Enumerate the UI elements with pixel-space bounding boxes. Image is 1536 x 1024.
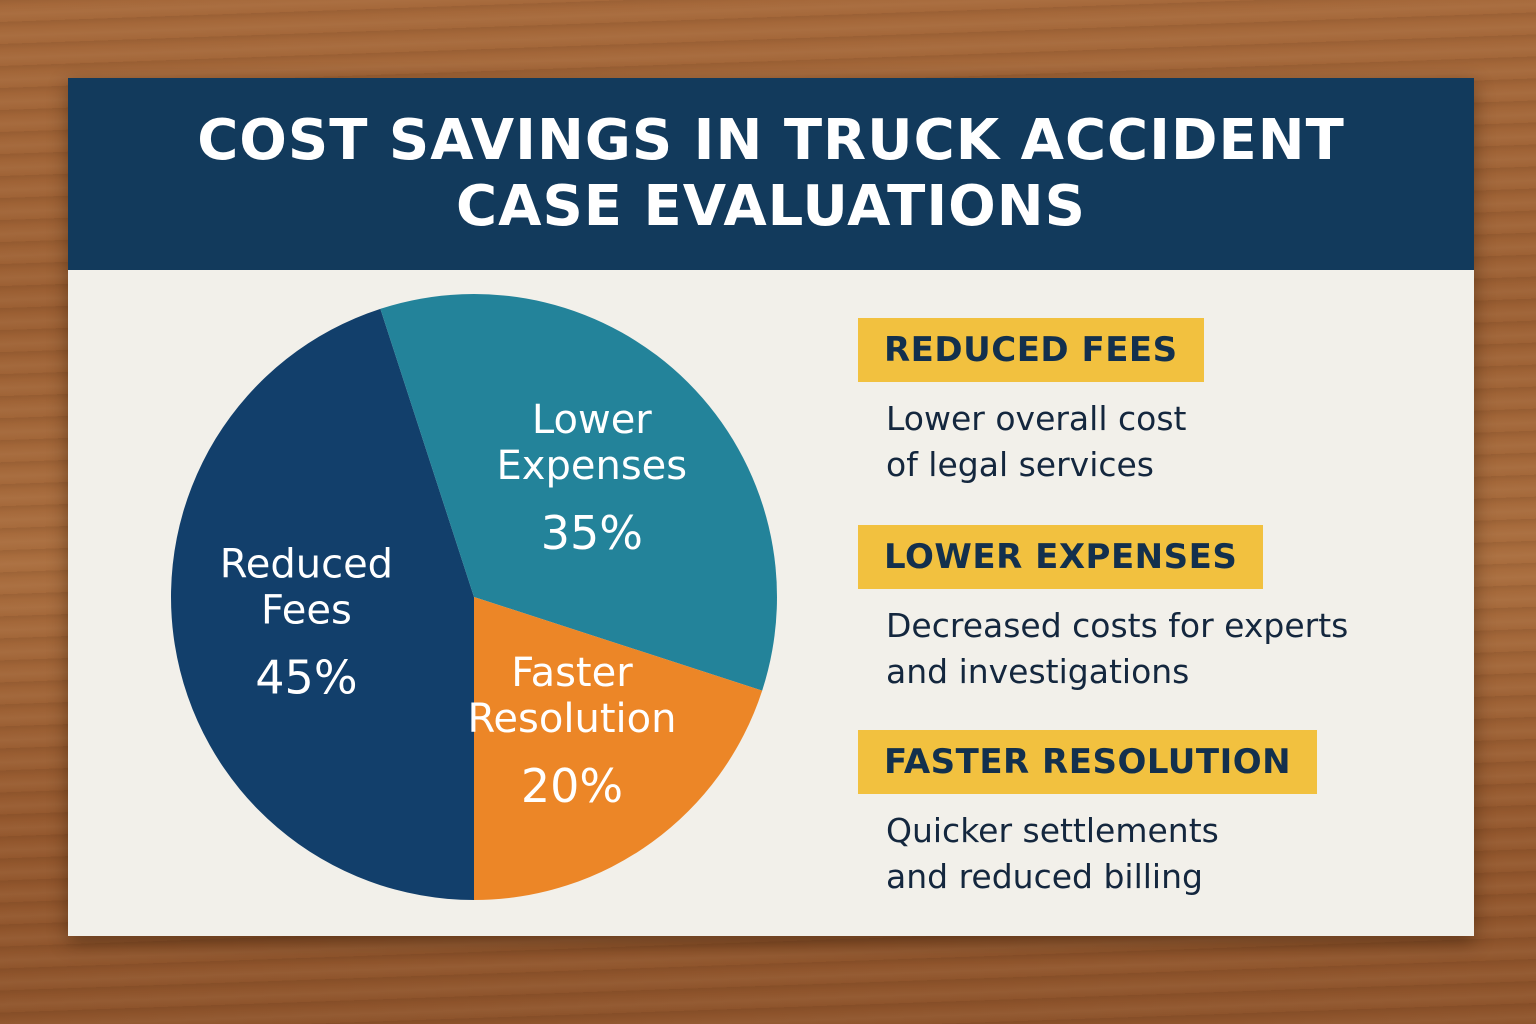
legend-tag: LOWER EXPENSES	[858, 525, 1264, 589]
pie-label-faster-resolution: Resolution	[467, 696, 676, 742]
legend-description: Quicker settlements and reduced billing	[886, 808, 1446, 900]
title-banner: COST SAVINGS IN TRUCK ACCIDENT CASE EVAL…	[68, 78, 1474, 270]
legend-tag: REDUCED FEES	[858, 318, 1204, 382]
pie-slice-reduced-fees	[171, 308, 474, 901]
pie-value-lower-expenses: 35%	[541, 506, 643, 560]
pie-label-lower-expenses: Expenses	[497, 443, 688, 489]
page-title: COST SAVINGS IN TRUCK ACCIDENT CASE EVAL…	[197, 108, 1345, 239]
pie-label-faster-resolution: Faster	[511, 650, 633, 696]
legend-description-line: Quicker settlements	[886, 811, 1219, 850]
pie-slice-lower-expenses	[380, 294, 777, 691]
legend-description-line: and reduced billing	[886, 857, 1203, 896]
legend-item-lower-expenses: LOWER EXPENSES Decreased costs for exper…	[858, 525, 1438, 695]
pie-slice-faster-resolution	[474, 597, 763, 900]
pie-label-lower-expenses: Lower	[532, 397, 652, 443]
legend-description-line: and investigations	[886, 652, 1190, 691]
pie-value-faster-resolution: 20%	[521, 759, 623, 813]
legend-item-reduced-fees: REDUCED FEES Lower overall cost of legal…	[858, 318, 1438, 488]
infographic-card: COST SAVINGS IN TRUCK ACCIDENT CASE EVAL…	[68, 78, 1474, 936]
legend-description: Decreased costs for experts and investig…	[886, 603, 1446, 695]
pie-value-reduced-fees: 45%	[255, 651, 357, 705]
legend-description-line: of legal services	[886, 445, 1154, 484]
legend-description: Lower overall cost of legal services	[886, 396, 1446, 488]
legend-tag: FASTER RESOLUTION	[858, 730, 1318, 794]
pie-label-reduced-fees: Fees	[261, 588, 352, 634]
legend-description-line: Lower overall cost	[886, 399, 1187, 438]
legend-description-line: Decreased costs for experts	[886, 606, 1349, 645]
pie-label-reduced-fees: Reduced	[220, 542, 393, 588]
legend-item-faster-resolution: FASTER RESOLUTION Quicker settlements an…	[858, 730, 1438, 900]
